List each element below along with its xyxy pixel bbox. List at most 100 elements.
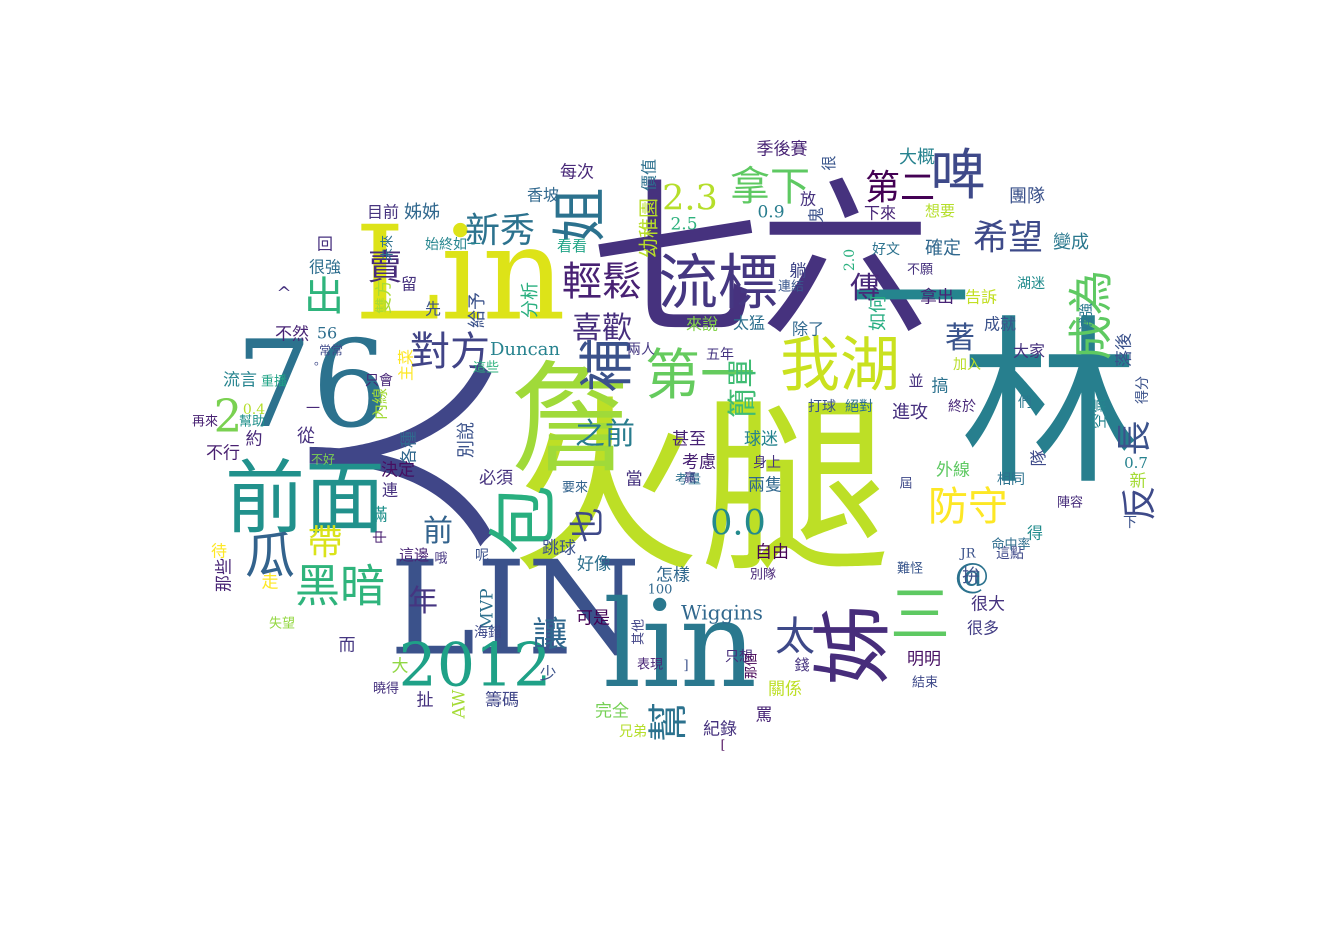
cloud-word: 新 bbox=[1130, 472, 1147, 492]
cloud-word: 鬼 bbox=[807, 207, 826, 223]
cloud-word: 成就 bbox=[984, 315, 1016, 334]
cloud-word: 兩隻 bbox=[748, 476, 782, 496]
cloud-word: 進攻 bbox=[892, 402, 928, 423]
cloud-word: 76 bbox=[236, 316, 389, 455]
cloud-word: 。 bbox=[314, 354, 326, 368]
cloud-word: 兩人 bbox=[627, 342, 655, 358]
cloud-word: 內線 bbox=[371, 388, 390, 420]
cloud-word: JR bbox=[959, 547, 977, 562]
cloud-word: ] bbox=[683, 659, 688, 674]
cloud-word: 湖迷 bbox=[1017, 276, 1045, 292]
cloud-word: 對方 bbox=[410, 329, 490, 375]
cloud-word: 罵 bbox=[756, 706, 773, 726]
cloud-word: 0.9 bbox=[757, 203, 784, 223]
cloud-word: 0.4 bbox=[243, 402, 265, 418]
cloud-word: 56 bbox=[317, 324, 337, 343]
cloud-word: 賣 bbox=[367, 249, 402, 289]
cloud-word: 喜歡 bbox=[572, 311, 632, 346]
cloud-word: 一 bbox=[850, 231, 970, 370]
cloud-word: 黑暗 bbox=[295, 560, 385, 613]
cloud-word: Wiggins bbox=[681, 601, 763, 625]
cloud-word: 別隊 bbox=[750, 567, 776, 583]
cloud-word: 屆 bbox=[899, 477, 912, 492]
cloud-word: 海錯 bbox=[474, 625, 502, 641]
cloud-word: 陣容 bbox=[1057, 495, 1083, 511]
cloud-word: 看看 bbox=[557, 237, 587, 255]
cloud-word: 贏 bbox=[684, 470, 696, 485]
cloud-word: 下 bbox=[1123, 515, 1137, 531]
cloud-word: 第一 bbox=[645, 343, 755, 407]
cloud-word: 連結 bbox=[778, 280, 804, 295]
cloud-word: 只會 bbox=[365, 373, 393, 389]
cloud-word: 考慮 bbox=[682, 453, 716, 473]
cloud-word: 來說 bbox=[686, 315, 718, 334]
cloud-word: 可是 bbox=[576, 609, 610, 629]
cloud-word: 下來 bbox=[864, 204, 896, 223]
cloud-word: 大 bbox=[392, 657, 409, 677]
cloud-word: 如何 bbox=[868, 295, 889, 331]
cloud-word: 讓 bbox=[532, 616, 567, 656]
cloud-word: 考量 bbox=[675, 473, 701, 488]
cloud-word: 留 bbox=[401, 275, 417, 294]
cloud-word: 幫 bbox=[646, 702, 692, 742]
cloud-word: 新秀 bbox=[465, 212, 535, 252]
cloud-word: 得 bbox=[1027, 524, 1043, 543]
cloud-word: 三 bbox=[890, 581, 950, 651]
cloud-word: 想要 bbox=[925, 202, 955, 220]
cloud-word: 價值 bbox=[640, 159, 659, 191]
cloud-word: 其他 bbox=[632, 619, 647, 645]
cloud-word: 拿下 bbox=[730, 164, 810, 210]
cloud-word: AW bbox=[450, 689, 470, 720]
cloud-word: 回 bbox=[317, 235, 333, 254]
cloud-word: 長 bbox=[1116, 420, 1156, 455]
cloud-word: 第二 bbox=[865, 169, 935, 209]
cloud-word: 大概 bbox=[899, 147, 935, 168]
cloud-word: 主菜 bbox=[397, 349, 416, 381]
cloud-word: 要來 bbox=[562, 481, 588, 496]
cloud-word: 0.7 bbox=[1124, 454, 1148, 472]
cloud-word: 詹 bbox=[510, 351, 630, 490]
cloud-word: 待 bbox=[211, 542, 227, 561]
cloud-word: 2.5 bbox=[670, 215, 697, 235]
cloud-word: 落後 bbox=[1115, 333, 1135, 367]
cloud-word: LIN bbox=[389, 533, 640, 685]
cloud-word: 滿 bbox=[371, 506, 388, 526]
cloud-word: 好文 bbox=[872, 242, 900, 258]
cloud-word: 火腿 bbox=[510, 378, 890, 599]
cloud-word: 變成 bbox=[1053, 232, 1089, 253]
cloud-word: 不行 bbox=[206, 444, 240, 464]
cloud-word: 我湖 bbox=[780, 331, 900, 401]
cloud-word: 先 bbox=[425, 300, 441, 319]
cloud-word: 失望 bbox=[269, 616, 295, 632]
cloud-word: 那些 bbox=[215, 558, 235, 592]
cloud-word: 幫助 bbox=[239, 414, 265, 430]
cloud-word: 表現 bbox=[637, 658, 663, 673]
cloud-word: 年 bbox=[408, 584, 438, 619]
cloud-word: 重播 bbox=[261, 374, 287, 390]
cloud-word: 錢 bbox=[794, 656, 809, 674]
cloud-word: 明明 bbox=[907, 650, 941, 670]
cloud-word: lin bbox=[603, 576, 757, 715]
cloud-word: 給予 bbox=[467, 292, 488, 328]
cloud-word: 走 bbox=[262, 573, 279, 593]
cloud-word: 出 bbox=[304, 274, 344, 320]
cloud-word: 團隊 bbox=[1009, 186, 1045, 207]
cloud-word: 除了 bbox=[792, 320, 824, 339]
cloud-word: 並 bbox=[908, 372, 923, 390]
cloud-word: @ bbox=[955, 557, 990, 597]
cloud-word: 只想 bbox=[725, 649, 753, 665]
cloud-word: 怎樣 bbox=[656, 566, 690, 586]
cloud-word: 呢 bbox=[475, 548, 489, 564]
cloud-word: 球迷 bbox=[744, 430, 778, 450]
cloud-word: 反 bbox=[1121, 485, 1161, 520]
cloud-word: 林 bbox=[960, 301, 1140, 510]
cloud-word: 大家 bbox=[1013, 342, 1045, 361]
cloud-word: 躺 bbox=[790, 262, 807, 282]
cloud-word: 當 bbox=[626, 470, 643, 490]
cloud-word: 絕對 bbox=[845, 399, 873, 415]
cloud-word: 前 bbox=[423, 514, 453, 549]
cloud-word: 而 bbox=[339, 636, 356, 656]
cloud-word: 成為 bbox=[1065, 270, 1118, 360]
cloud-word: 得分 bbox=[1134, 376, 1151, 404]
cloud-word: 這邊 bbox=[399, 546, 429, 564]
